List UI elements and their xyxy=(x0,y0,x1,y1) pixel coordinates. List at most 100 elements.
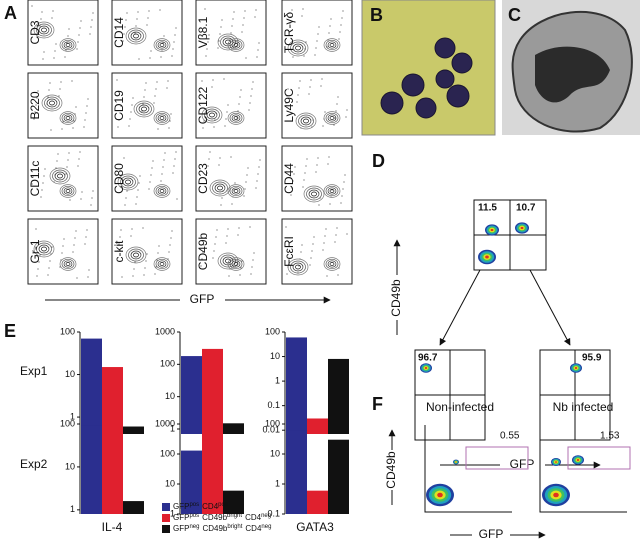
event-dot xyxy=(131,104,133,106)
bar xyxy=(286,430,307,514)
event-dot xyxy=(240,89,242,91)
event-dot xyxy=(170,113,172,115)
event-dot xyxy=(243,17,245,19)
event-dot xyxy=(204,8,206,10)
density-contour xyxy=(159,116,165,120)
event-dot xyxy=(228,275,230,277)
event-dot xyxy=(67,159,69,161)
marker-label: CD122 xyxy=(196,87,210,125)
marker-label: CD11c xyxy=(28,161,42,197)
event-dot xyxy=(81,191,83,193)
density-contour xyxy=(327,41,337,49)
density-contour xyxy=(295,112,317,130)
density-contour xyxy=(290,41,306,55)
event-dot xyxy=(316,40,318,42)
density-contour xyxy=(227,257,245,271)
density-contour xyxy=(49,100,55,106)
density-contour xyxy=(287,258,309,276)
event-dot xyxy=(171,230,173,232)
event-dot xyxy=(43,175,45,177)
density-contour xyxy=(217,185,223,191)
event-dot xyxy=(161,173,163,175)
event-dot xyxy=(87,98,89,100)
event-dot xyxy=(44,168,46,170)
event-dot xyxy=(337,96,339,98)
density-contour xyxy=(455,461,457,463)
density-contour xyxy=(233,262,239,266)
density-contour xyxy=(133,252,139,258)
event-dot xyxy=(306,158,308,160)
x-label: GFP xyxy=(190,292,215,306)
density-contour xyxy=(157,41,167,49)
density-contour xyxy=(128,29,144,43)
event-dot xyxy=(160,56,162,58)
event-dot xyxy=(256,180,258,182)
event-dot xyxy=(317,33,319,35)
event-dot xyxy=(323,242,325,244)
event-dot xyxy=(168,127,170,129)
event-dot xyxy=(132,97,134,99)
density-contour xyxy=(125,246,147,264)
event-dot xyxy=(136,18,138,20)
event-dot xyxy=(37,90,39,92)
density-contour xyxy=(141,106,147,112)
event-dot xyxy=(48,267,50,269)
event-dot xyxy=(249,102,251,104)
condition-label: Nb infected xyxy=(553,400,614,414)
event-dot xyxy=(245,181,247,183)
y-tick-label: 1000 xyxy=(155,418,175,428)
event-dot xyxy=(172,48,174,50)
event-dot xyxy=(344,174,346,176)
event-dot xyxy=(145,82,147,84)
legend-part: GFP xyxy=(173,502,189,511)
event-dot xyxy=(67,35,69,37)
density-contour xyxy=(59,257,77,271)
legend-sup: pos xyxy=(218,502,228,508)
event-dot xyxy=(309,264,311,266)
density-contour xyxy=(133,100,155,118)
density-contour xyxy=(292,262,304,272)
density-contour xyxy=(201,106,223,124)
event-dot xyxy=(202,127,204,129)
event-dot xyxy=(310,79,312,81)
event-dot xyxy=(231,25,233,27)
event-dot xyxy=(324,235,326,237)
density-contour xyxy=(290,260,306,274)
y-tick-label: 1 xyxy=(170,508,175,518)
nucleus xyxy=(535,46,610,103)
event-dot xyxy=(227,104,229,106)
density-contour xyxy=(41,27,47,33)
event-dot xyxy=(80,198,82,200)
event-dot xyxy=(146,24,148,26)
event-dot xyxy=(234,182,236,184)
density-contour xyxy=(327,187,337,195)
event-dot xyxy=(230,156,232,158)
event-dot xyxy=(247,167,249,169)
event-dot xyxy=(221,197,223,199)
condition-label: Non-infected xyxy=(426,400,494,414)
event-dot xyxy=(341,17,343,19)
event-dot xyxy=(298,87,300,89)
bar xyxy=(202,348,223,434)
plot-axes xyxy=(424,425,512,513)
density-contour xyxy=(65,189,71,193)
event-dot xyxy=(119,236,121,238)
density-contour xyxy=(325,112,339,124)
event-dot xyxy=(166,87,168,89)
event-dot xyxy=(338,38,340,40)
event-dot xyxy=(72,251,74,253)
event-dot xyxy=(69,199,71,201)
legend-swatch xyxy=(162,503,170,511)
bar xyxy=(123,426,144,434)
event-dot xyxy=(212,257,214,259)
density-contour xyxy=(325,185,339,197)
y-tick-label: 0.1 xyxy=(267,508,280,518)
column-label: GATA3 xyxy=(296,520,334,534)
density-contour xyxy=(153,184,171,198)
event-dot xyxy=(239,96,241,98)
stained-cells xyxy=(380,37,473,119)
y-label: CD49b xyxy=(389,279,403,317)
density-contour xyxy=(329,189,335,193)
event-dot xyxy=(322,125,324,127)
